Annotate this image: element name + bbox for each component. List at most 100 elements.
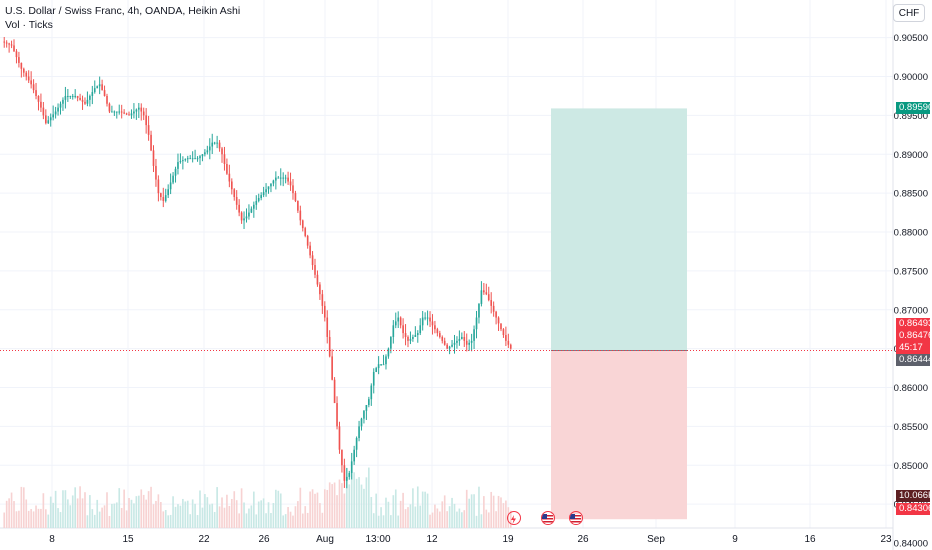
candle-body	[382, 364, 385, 366]
candle-body	[253, 204, 255, 209]
price-tick-label: 0.89500	[894, 111, 928, 122]
candle-body	[145, 115, 147, 126]
candle-body	[208, 146, 211, 151]
volume-bar	[341, 483, 343, 528]
price-tick-label: 0.87000	[894, 305, 928, 316]
volume-bar	[292, 515, 294, 528]
candle-body	[201, 154, 204, 157]
volume-bar	[380, 507, 382, 528]
candle-body	[270, 183, 272, 187]
volume-bar	[228, 505, 231, 528]
candle-body	[211, 142, 214, 147]
volume-bar	[478, 486, 480, 528]
volume-bar	[299, 487, 302, 528]
candle-body	[267, 186, 270, 190]
volume-bar	[282, 515, 285, 528]
volume-bar	[235, 500, 238, 528]
candle-body	[301, 220, 304, 229]
candle-body	[338, 426, 341, 450]
volume-bar	[142, 494, 145, 528]
volume-bar	[196, 515, 199, 528]
us-flag-icon[interactable]	[569, 511, 583, 525]
candle-body	[475, 317, 478, 330]
volume-bar	[245, 513, 248, 528]
volume-bar	[390, 515, 392, 528]
volume-bar	[145, 499, 147, 528]
volume-bar	[189, 514, 192, 528]
candle-body	[299, 210, 302, 221]
volume-bar	[81, 498, 84, 528]
volume-bar	[91, 509, 94, 528]
candle-body	[84, 101, 86, 104]
candle-body	[240, 212, 243, 221]
volume-bar	[304, 506, 307, 528]
volume-bar	[238, 513, 240, 528]
candle-body	[497, 317, 500, 324]
currency-button[interactable]: CHF	[893, 4, 925, 22]
candle-body	[103, 90, 106, 96]
candle-body	[79, 97, 81, 100]
volume-bar	[169, 514, 172, 528]
price-tick-label: 0.90000	[894, 72, 928, 83]
price-tick-label: 0.89000	[894, 150, 928, 161]
candle-body	[5, 42, 8, 44]
volume-bar	[412, 488, 414, 528]
volume-bar	[76, 498, 79, 528]
time-tick-label: 22	[198, 534, 210, 545]
volume-bar	[96, 499, 99, 528]
volume-bar	[130, 499, 133, 528]
candle-body	[480, 290, 483, 304]
candle-body	[502, 329, 505, 336]
candle-body	[468, 342, 470, 345]
volume-bar	[402, 492, 404, 528]
candle-body	[331, 356, 333, 380]
volume-bar	[62, 490, 64, 528]
volume-bar	[387, 501, 390, 528]
candle-body	[279, 177, 282, 179]
candle-body	[370, 385, 373, 400]
price-tick-label: 0.90500	[894, 33, 928, 44]
us-flag-icon[interactable]	[541, 511, 555, 525]
candle-body	[478, 303, 480, 318]
volume-bar	[218, 506, 221, 528]
candle-body	[223, 154, 226, 164]
candle-body	[245, 216, 248, 219]
candle-body	[292, 185, 294, 194]
candle-body	[375, 368, 378, 372]
volume-bar	[135, 496, 138, 528]
volume-bar	[419, 505, 422, 528]
candle-body	[91, 92, 94, 96]
volume-bar	[20, 486, 23, 528]
volume-bar	[40, 508, 42, 528]
volume-bar	[103, 505, 106, 528]
volume-bar	[326, 489, 329, 528]
volume-bar	[294, 506, 297, 528]
candle-body	[328, 336, 331, 357]
volume-bar	[314, 493, 316, 528]
candle-body	[10, 44, 13, 46]
candle-body	[429, 317, 431, 322]
candle-body	[228, 173, 231, 182]
candle-body	[191, 158, 194, 160]
volume-bar	[309, 491, 311, 528]
candle-body	[392, 325, 395, 337]
time-tick-label: 26	[258, 534, 270, 545]
volume-bar	[211, 503, 214, 528]
volume-bar	[111, 503, 113, 528]
candle-body	[27, 76, 30, 81]
candle-body	[399, 317, 402, 326]
chart-legend: U.S. Dollar / Swiss Franc, 4h, OANDA, He…	[5, 4, 240, 32]
volume-bar	[355, 478, 358, 528]
candle-body	[414, 335, 417, 337]
candle-body	[262, 192, 265, 196]
volume-bar	[495, 511, 497, 528]
candle-body	[424, 317, 426, 319]
candle-body	[458, 338, 461, 341]
candle-body	[130, 113, 133, 116]
candle-body	[169, 182, 172, 190]
lightning-icon[interactable]	[507, 511, 521, 525]
volume-tag: 10.066K	[896, 490, 932, 502]
volume-bar	[79, 486, 81, 528]
candle-body	[15, 51, 18, 58]
